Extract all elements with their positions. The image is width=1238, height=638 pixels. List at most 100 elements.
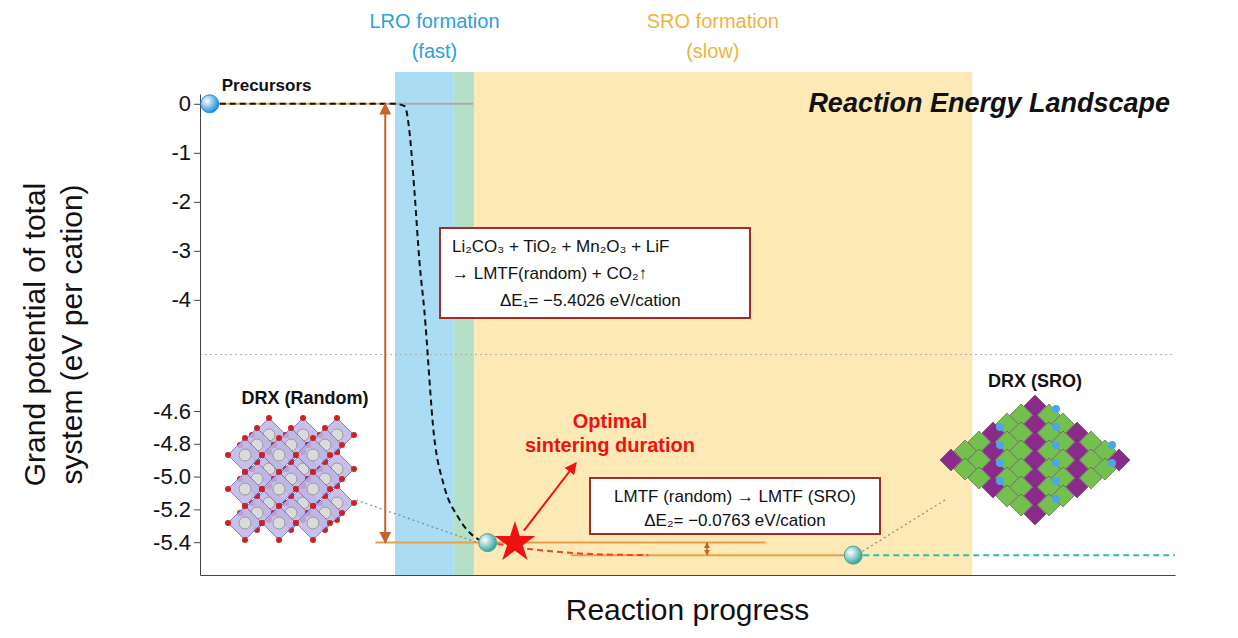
atom	[351, 466, 357, 472]
octahedron	[296, 506, 330, 540]
y-tick: 0	[179, 91, 200, 116]
octahedron	[228, 472, 262, 506]
point-label: Precursors	[222, 76, 312, 95]
y-tick-label: -4.6	[153, 398, 191, 423]
atom	[259, 520, 265, 526]
atom	[242, 537, 248, 543]
y-tick: -5.2	[153, 497, 200, 522]
y-tick-label: -5.2	[153, 497, 191, 522]
bands	[395, 72, 972, 575]
star-arrow	[524, 463, 576, 531]
atom	[259, 452, 265, 458]
atom	[327, 520, 333, 526]
atom	[293, 452, 299, 458]
reaction-equation: Li₂CO₃ + TiO₂ + Mn₂O₃ + LiF	[452, 237, 669, 256]
atom	[334, 415, 340, 421]
atom	[322, 425, 328, 431]
y-tick-mark	[194, 153, 200, 154]
atom	[1052, 459, 1060, 467]
atom	[310, 469, 316, 475]
octahedron	[262, 438, 296, 472]
atom	[225, 520, 231, 526]
atom	[266, 415, 272, 421]
star-marker	[494, 521, 535, 560]
atom	[276, 503, 282, 509]
band	[395, 72, 474, 575]
octahedron	[1024, 503, 1046, 525]
atom	[1052, 441, 1060, 449]
star-label: Optimalsintering duration	[525, 410, 695, 456]
atom	[996, 441, 1004, 449]
atom	[276, 469, 282, 475]
star-label-line: sintering duration	[525, 434, 695, 456]
y-tick: -5.4	[153, 530, 200, 555]
atom	[339, 510, 345, 516]
atom	[293, 486, 299, 492]
atom	[239, 449, 251, 461]
y-tick-mark	[194, 202, 200, 203]
octahedron	[262, 506, 296, 540]
octahedron	[296, 472, 330, 506]
atom	[300, 415, 306, 421]
crystal-random	[225, 415, 357, 543]
atom	[276, 537, 282, 543]
atom	[276, 503, 282, 509]
crystal-sro	[940, 395, 1130, 525]
y-tick: -1	[171, 140, 200, 165]
octahedron	[296, 438, 330, 472]
energy-path	[853, 554, 1175, 556]
atom	[242, 503, 248, 509]
y-tick: -3	[171, 238, 200, 263]
star-label-line: Optimal	[573, 410, 647, 432]
atom	[307, 449, 319, 461]
y-tick-label: -2	[171, 189, 191, 214]
atom	[242, 469, 248, 475]
x-axis-line	[201, 575, 1176, 576]
atom	[254, 425, 260, 431]
atom	[327, 486, 333, 492]
energy-path	[210, 104, 488, 543]
octahedron	[228, 438, 262, 472]
y-tick-mark	[194, 411, 200, 412]
y-axis-title-line: Grand potential of total	[18, 183, 51, 487]
y-tick-mark	[194, 251, 200, 252]
y-axis-title-group: Grand potential of totalsystem (eV per c…	[18, 183, 88, 487]
atom	[239, 517, 251, 529]
band-label-line: (fast)	[412, 40, 458, 62]
y-tick-mark	[194, 509, 200, 510]
x-axis	[201, 575, 1176, 576]
y-tick-label: -5.4	[153, 530, 191, 555]
atom	[1052, 405, 1060, 413]
y-tick-mark	[194, 444, 200, 445]
y-axis: 0-1-2-3-4-4.6-4.8-5.0-5.2-5.4	[153, 91, 200, 575]
chart-title: Reaction Energy Landscape	[808, 88, 1170, 118]
state-point	[844, 546, 862, 564]
axis-break-line	[200, 354, 1175, 355]
atom	[225, 452, 231, 458]
y-tick-mark	[194, 477, 200, 478]
y-tick: -2	[171, 189, 200, 214]
y-tick-label: -4	[171, 287, 191, 312]
energy-level	[385, 103, 473, 105]
octahedron	[228, 506, 262, 540]
y-tick-label: -5.0	[153, 464, 191, 489]
atom	[273, 517, 285, 529]
reaction-equation: LMTF (random) → LMTF (SRO)	[614, 487, 856, 506]
atom	[307, 517, 319, 529]
state-point	[201, 95, 219, 113]
atom	[339, 476, 345, 482]
atom	[1108, 459, 1116, 467]
reaction-box: LMTF (random) → LMTF (SRO)ΔE₂= −0.0763 e…	[590, 478, 880, 534]
y-tick: -4	[171, 287, 200, 312]
chart: LRO formation(fast)SRO formation(slow)0-…	[0, 0, 1238, 638]
atom	[1052, 477, 1060, 485]
x-axis-title: Reaction progress	[566, 593, 809, 626]
y-axis-title-line: system (eV per cation)	[55, 184, 88, 484]
atom	[293, 520, 299, 526]
atom	[339, 442, 345, 448]
y-axis-title: Grand potential of totalsystem (eV per c…	[18, 183, 88, 487]
point-label: DRX (SRO)	[988, 371, 1082, 391]
atom	[310, 469, 316, 475]
atom	[293, 486, 299, 492]
plot-area	[201, 95, 1175, 564]
